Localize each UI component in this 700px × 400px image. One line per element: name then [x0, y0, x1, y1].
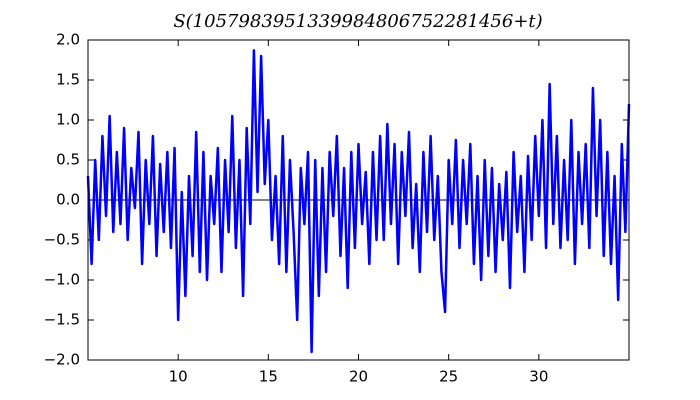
plot-frame — [87, 39, 630, 361]
y-tick-label: 0.0 — [56, 191, 80, 209]
data-line — [86, 49, 631, 354]
x-tick-label: 15 — [259, 368, 278, 386]
chart-title: S(1057983951339984806752281456+t) — [173, 11, 542, 32]
y-tick-label: 0.5 — [56, 151, 80, 169]
y-tick-label: −1.0 — [44, 271, 80, 289]
x-tick-label: 25 — [439, 368, 458, 386]
y-tick-label: 1.0 — [56, 111, 80, 129]
y-tick-label: 1.5 — [56, 71, 80, 89]
y-tick-label: −2.0 — [44, 351, 80, 369]
x-tick-label: 30 — [529, 368, 548, 386]
y-tick-label: 2.0 — [56, 31, 80, 49]
y-tick-label: −0.5 — [44, 231, 80, 249]
x-tick-label: 10 — [169, 368, 188, 386]
y-tick-label: −1.5 — [44, 311, 80, 329]
x-tick-label: 20 — [349, 368, 368, 386]
